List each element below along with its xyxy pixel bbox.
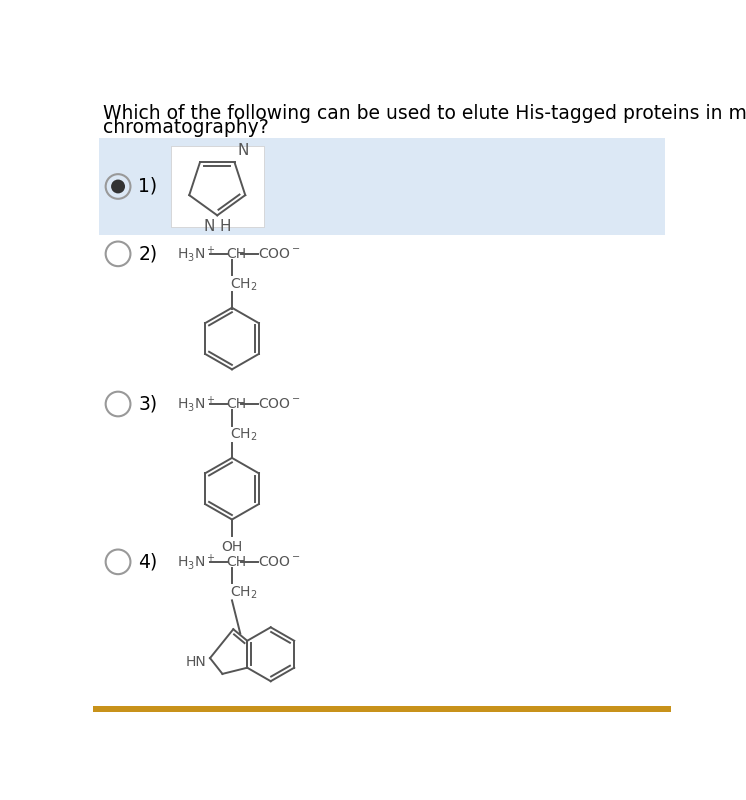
Text: chromatography?: chromatography? xyxy=(102,118,269,137)
Text: $\mathregular{CH_2}$: $\mathregular{CH_2}$ xyxy=(231,277,258,294)
FancyBboxPatch shape xyxy=(171,146,264,227)
Circle shape xyxy=(106,242,131,266)
Text: CH: CH xyxy=(227,397,247,411)
Circle shape xyxy=(106,392,131,416)
Text: $\mathregular{COO^-}$: $\mathregular{COO^-}$ xyxy=(257,247,300,261)
Text: $\mathregular{H_3N^+}$: $\mathregular{H_3N^+}$ xyxy=(177,244,216,264)
Text: $\mathregular{H_3N^+}$: $\mathregular{H_3N^+}$ xyxy=(177,394,216,414)
Text: 3): 3) xyxy=(138,394,157,414)
Text: 1): 1) xyxy=(138,177,157,196)
Text: CH: CH xyxy=(227,555,247,569)
Text: N: N xyxy=(238,142,249,158)
Text: Which of the following can be used to elute His-tagged proteins in metal ion: Which of the following can be used to el… xyxy=(102,104,746,122)
Text: CH: CH xyxy=(227,247,247,261)
Text: $\mathregular{CH_2}$: $\mathregular{CH_2}$ xyxy=(231,427,258,443)
FancyBboxPatch shape xyxy=(99,138,665,234)
Text: $\mathregular{COO^-}$: $\mathregular{COO^-}$ xyxy=(257,397,300,411)
FancyBboxPatch shape xyxy=(93,706,671,712)
Circle shape xyxy=(106,550,131,574)
Text: OH: OH xyxy=(222,539,242,554)
Circle shape xyxy=(111,179,125,194)
Text: 4): 4) xyxy=(138,552,157,571)
Text: 2): 2) xyxy=(138,244,157,263)
Text: H: H xyxy=(219,219,231,234)
Text: HN: HN xyxy=(186,655,206,669)
Text: $\mathregular{CH_2}$: $\mathregular{CH_2}$ xyxy=(231,585,258,602)
Text: $\mathregular{H_3N^+}$: $\mathregular{H_3N^+}$ xyxy=(177,552,216,572)
Text: N: N xyxy=(204,219,215,234)
Text: $\mathregular{COO^-}$: $\mathregular{COO^-}$ xyxy=(257,555,300,569)
